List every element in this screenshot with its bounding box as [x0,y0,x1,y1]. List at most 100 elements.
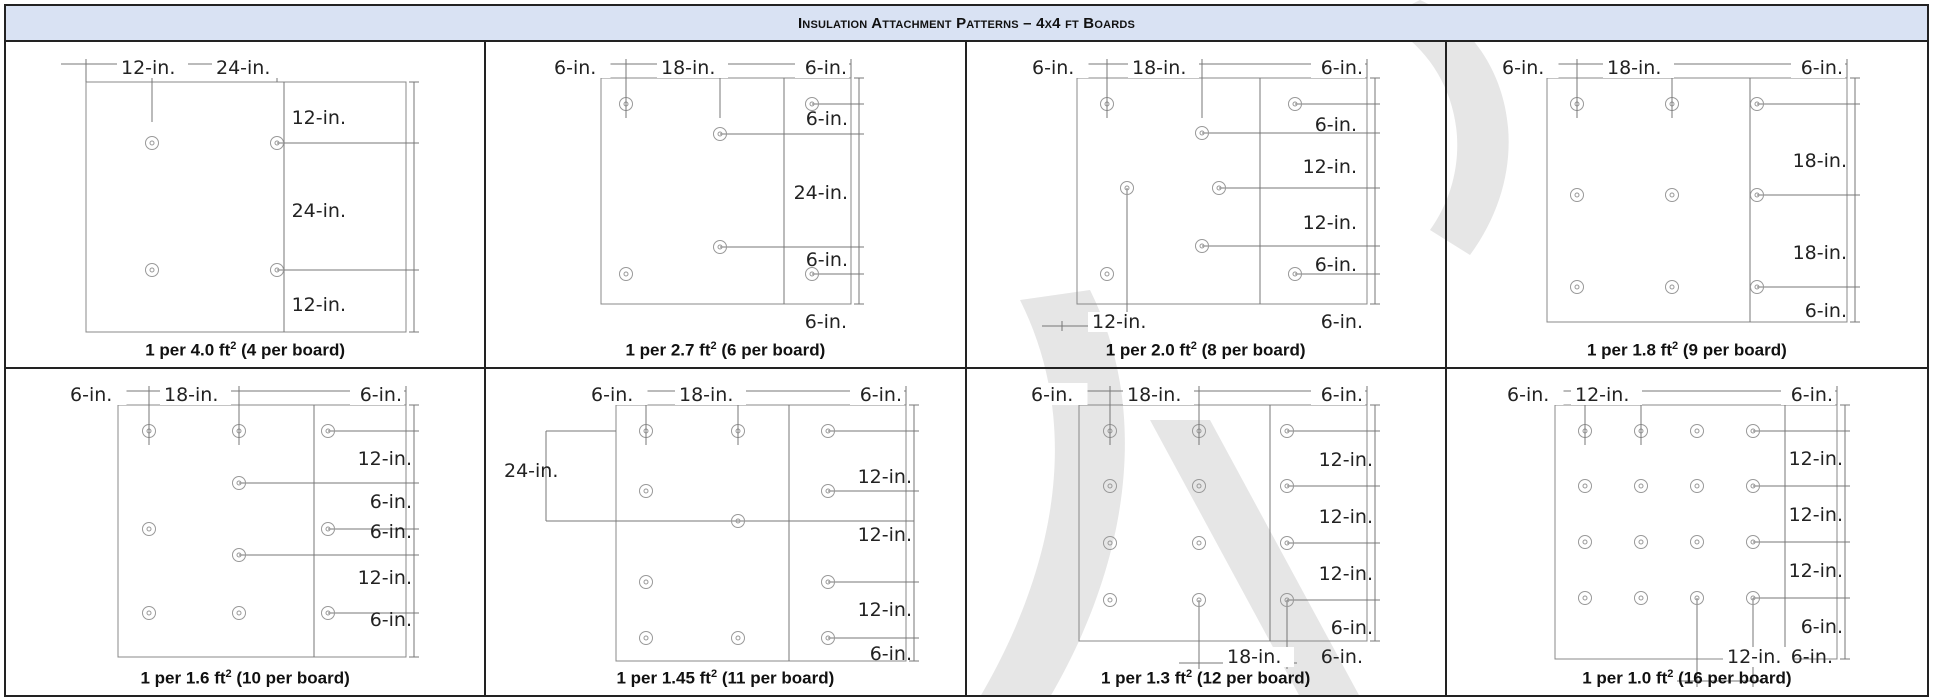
bottom-right-dimension-label: 6-in. [1790,646,1832,668]
pattern-diagram-1: 12-in. 24-in. 12-in. 24-in. 12-in. [61,56,419,333]
fastener-center [1638,539,1644,544]
top-dimension-label: 12-in. [1575,384,1629,406]
right-dimension-label: 18-in. [1792,242,1846,264]
fastener-marker [1279,535,1294,550]
fastener-marker [1745,534,1760,549]
fastener-marker [1577,590,1592,605]
fastener-marker [731,630,746,645]
fastener-marker [1099,267,1114,281]
right-dimension-label: 6-in. [1804,300,1846,322]
label-background [117,56,188,78]
fastener-center [1750,428,1756,433]
label-background [1780,382,1835,405]
fastener-center [825,488,831,493]
pattern-panel-5: 6-in. 18-in. 6-in. 12-in. 6-in. 6-in. 12-in. 6-… [6,368,487,695]
top-right-dimension-label: 6-in. [1800,57,1842,79]
top-right-dimension-label: 6-in. [360,384,402,406]
right-dimension-label: 12-in. [358,567,412,589]
label-background [66,382,127,405]
label-background [1026,382,1087,405]
fastener-marker [639,574,654,589]
label-background [1310,56,1365,78]
fastener-center [643,579,649,584]
fastener-center [1694,483,1700,488]
fastener-center [236,552,242,557]
bottom-right-dimension-label: 6-in. [805,311,847,333]
label-background [1127,56,1199,78]
fastener-marker [805,97,820,111]
fastener-center [1107,597,1112,602]
label-background [1310,382,1365,405]
board-outline [1078,404,1367,641]
pattern-diagram-8: 6-in. 12-in. 6-in.12-in.12-in.12-in.6-in.1… [1502,382,1850,687]
fastener-marker [1689,423,1704,438]
fastener-center [149,267,155,273]
superscript: 2 [710,339,717,352]
right-dimension-label: 12-in. [1788,560,1842,582]
right-dimension-label: 12-in. [1318,563,1372,585]
fastener-marker [270,263,284,277]
pattern-caption: 1 per 1.6 ft2 (10 per board) [140,668,350,688]
fastener-marker [1664,280,1679,294]
pattern-panel-2: 6-in. 18-in. 6-in. 6-in. 24-in. 6-in. 6-in. 1 … [486,42,967,369]
right-dimension-label: 6-in. [1330,617,1372,639]
right-dimension-label: 6-in. [1800,616,1842,638]
label-background [1570,382,1642,405]
right-dimension-label: 6-in. [370,491,412,513]
fastener-marker [1194,239,1209,253]
top-right-dimension-label: 6-in. [1320,57,1362,79]
fastener-marker [1194,126,1209,140]
fastener-marker [1633,478,1648,493]
fastener-center [643,488,649,493]
pattern-caption: 1 per 1.8 ft2 (9 per board) [1586,339,1787,360]
fastener-marker [1689,478,1704,493]
right-dimension-label: 12-in. [1788,448,1842,470]
fastener-marker [142,605,156,620]
label-background [1027,56,1088,78]
superscript: 2 [1190,339,1197,352]
label-background [675,382,747,405]
top-right-dimension-label: 6-in. [805,57,847,79]
superscript: 2 [1186,668,1193,681]
label-background [1502,382,1564,405]
fastener-marker [1191,592,1206,607]
fastener-marker [821,630,836,645]
fastener-marker [321,521,335,536]
label-background [795,56,850,78]
top-right-dimension-label: 6-in. [860,384,902,406]
fastener-center [325,526,331,531]
label-background [1122,382,1194,405]
pattern-panel-1: 12-in. 24-in. 12-in. 24-in. 12-in. 1 per 4.0… [6,42,487,369]
fastener-center [1124,185,1129,191]
fastener-center [717,244,723,250]
fastener-center [809,271,815,277]
fastener-marker [1577,534,1592,549]
right-dimension-label: 6-in. [806,108,848,130]
fastener-center [1694,539,1700,544]
label-background [1790,56,1845,78]
right-dimension-label: 6-in. [370,521,412,543]
right-dimension-label: 12-in. [1302,156,1356,178]
fastener-marker [1211,181,1226,195]
fastener-marker [1633,534,1648,549]
fastener-center [149,140,155,146]
fastener-center [717,131,723,137]
fastener-marker [1191,478,1206,493]
fastener-marker [713,127,728,141]
pattern-diagram-2: 6-in. 18-in. 6-in. 6-in. 24-in. 6-in. 6-in. [550,56,865,333]
right-dimension-label: 12-in. [858,599,912,621]
fastener-center [1694,428,1700,433]
fastener-center [1694,595,1700,600]
label-background [1087,312,1159,332]
fastener-marker [1102,478,1117,493]
fastener-center [1284,540,1289,545]
label-background [1722,646,1794,667]
fastener-marker [1569,280,1584,294]
fastener-center [1292,101,1297,107]
board-outline [85,81,407,333]
fastener-center [1284,428,1289,433]
fastener-center [1104,271,1109,277]
fastener-marker [1119,181,1134,195]
fastener-marker [1287,267,1302,281]
fastener-center [236,480,242,485]
